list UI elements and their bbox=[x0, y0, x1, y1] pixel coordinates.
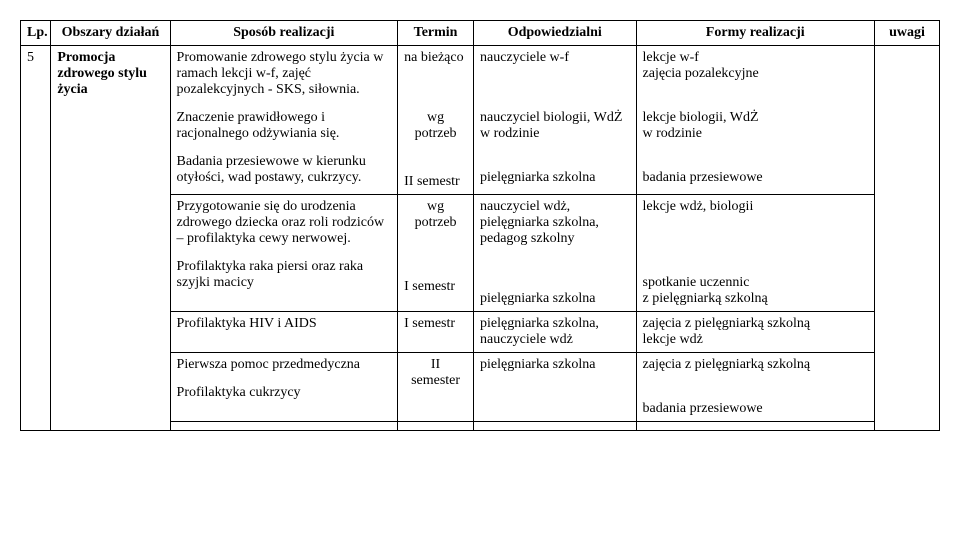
formy-text: zajęcia z pielęgniarką szkolną bbox=[643, 316, 868, 332]
header-odp: Odpowiedzialni bbox=[473, 21, 636, 46]
termin-text: na bieżąco bbox=[404, 50, 467, 66]
formy-text: badania przesiewowe bbox=[643, 401, 868, 417]
termin-text: I semestr bbox=[404, 316, 467, 332]
cell-formy: lekcje wdż, biologii spotkanie uczennic … bbox=[636, 195, 874, 312]
cell-uwagi bbox=[874, 46, 939, 431]
sposob-text: – profilaktyka cewy nerwowej. bbox=[177, 231, 392, 247]
formy-text: lekcje w-f bbox=[643, 50, 868, 66]
header-row: Lp. Obszary działań Sposób realizacji Te… bbox=[21, 21, 940, 46]
cell-sposob: Pierwsza pomoc przedmedyczna Profilaktyk… bbox=[170, 353, 398, 422]
termin-text: I semestr bbox=[404, 279, 467, 295]
sposob-text: Profilaktyka cukrzycy bbox=[177, 385, 392, 401]
odp-text: pielęgniarka szkolna bbox=[480, 291, 630, 307]
odp-text: nauczyciel biologii, WdŻ w rodzinie bbox=[480, 110, 630, 142]
formy-text: zajęcia z pielęgniarką szkolną bbox=[643, 357, 868, 373]
cell-obszar: Promocja zdrowego stylu życia bbox=[51, 46, 170, 431]
odp-text: pielęgniarka szkolna, nauczyciele wdż bbox=[480, 316, 630, 348]
cell-sposob: Profilaktyka HIV i AIDS bbox=[170, 312, 398, 353]
termin-text: potrzeb bbox=[404, 126, 467, 142]
sposob-text: Profilaktyka HIV i AIDS bbox=[177, 316, 392, 332]
cell-formy: zajęcia z pielęgniarką szkolną badania p… bbox=[636, 353, 874, 422]
cell-sposob: Przygotowanie się do urodzenia zdrowego … bbox=[170, 195, 398, 312]
formy-text: lekcje biologii, WdŻ bbox=[643, 110, 868, 126]
formy-text: spotkanie uczennic bbox=[643, 275, 868, 291]
termin-text: wg bbox=[404, 199, 467, 215]
cell-odp: pielęgniarka szkolna bbox=[473, 353, 636, 422]
formy-text: zajęcia pozalekcyjne bbox=[643, 66, 868, 82]
formy-text: lekcje wdż, biologii bbox=[643, 199, 868, 215]
header-sposob: Sposób realizacji bbox=[170, 21, 398, 46]
cell-termin bbox=[398, 422, 474, 431]
cell-termin: II semester bbox=[398, 353, 474, 422]
sposob-text: Pierwsza pomoc przedmedyczna bbox=[177, 357, 392, 373]
cell-formy bbox=[636, 422, 874, 431]
cell-formy: zajęcia z pielęgniarką szkolną lekcje wd… bbox=[636, 312, 874, 353]
termin-text: wg bbox=[404, 110, 467, 126]
cell-termin: na bieżąco wg potrzeb II semestr bbox=[398, 46, 474, 195]
header-uwagi: uwagi bbox=[874, 21, 939, 46]
termin-text: potrzeb bbox=[404, 215, 467, 231]
header-obszar: Obszary działań bbox=[51, 21, 170, 46]
odp-text: nauczyciele w-f bbox=[480, 50, 630, 66]
odp-text: pielęgniarka szkolna bbox=[480, 357, 630, 373]
header-lp: Lp. bbox=[21, 21, 51, 46]
sposob-text: Znaczenie prawidłowego i racjonalnego od… bbox=[177, 110, 392, 142]
sposob-text: Przygotowanie się do urodzenia zdrowego … bbox=[177, 199, 392, 231]
header-termin: Termin bbox=[398, 21, 474, 46]
formy-text: z pielęgniarką szkolną bbox=[643, 291, 868, 307]
cell-formy: lekcje w-f zajęcia pozalekcyjne lekcje b… bbox=[636, 46, 874, 195]
sposob-text: Profilaktyka raka piersi oraz raka szyjk… bbox=[177, 259, 392, 291]
table-row: 5 Promocja zdrowego stylu życia Promowan… bbox=[21, 46, 940, 195]
odp-text: pielęgniarka szkolna bbox=[480, 170, 630, 186]
obszar-text: Promocja zdrowego stylu życia bbox=[57, 50, 147, 97]
termin-text: II bbox=[404, 357, 467, 373]
cell-termin: wg potrzeb I semestr bbox=[398, 195, 474, 312]
formy-text: badania przesiewowe bbox=[643, 170, 868, 186]
cell-termin: I semestr bbox=[398, 312, 474, 353]
termin-text: II semestr bbox=[404, 174, 467, 190]
sposob-text: Promowanie zdrowego stylu życia w ramach… bbox=[177, 50, 392, 98]
termin-text: semester bbox=[404, 373, 467, 389]
header-formy: Formy realizacji bbox=[636, 21, 874, 46]
odp-text: nauczyciel wdż, pielęgniarka szkolna, pe… bbox=[480, 199, 630, 247]
program-table: Lp. Obszary działań Sposób realizacji Te… bbox=[20, 20, 940, 431]
cell-sposob: Promowanie zdrowego stylu życia w ramach… bbox=[170, 46, 398, 195]
sposob-text: Badania przesiewowe w kierunku otyłości,… bbox=[177, 154, 392, 186]
cell-sposob bbox=[170, 422, 398, 431]
cell-odp: nauczyciel wdż, pielęgniarka szkolna, pe… bbox=[473, 195, 636, 312]
cell-odp bbox=[473, 422, 636, 431]
cell-lp: 5 bbox=[21, 46, 51, 431]
cell-odp: nauczyciele w-f nauczyciel biologii, WdŻ… bbox=[473, 46, 636, 195]
formy-text: w rodzinie bbox=[643, 126, 868, 142]
formy-text: lekcje wdż bbox=[643, 332, 868, 348]
cell-odp: pielęgniarka szkolna, nauczyciele wdż bbox=[473, 312, 636, 353]
